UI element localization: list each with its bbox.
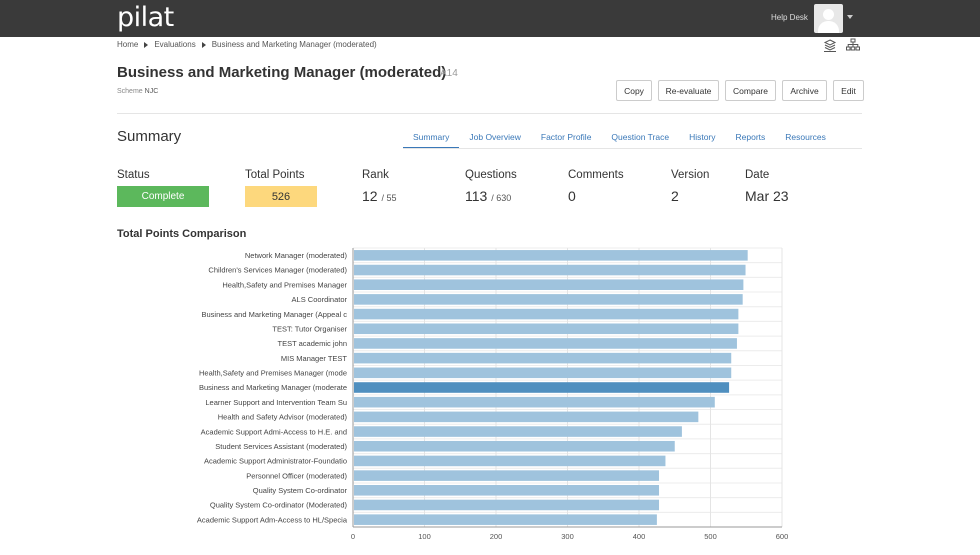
chart-bar [354, 323, 739, 335]
x-tick-label: 500 [704, 532, 717, 541]
y-tick-label: Business and Marketing Manager (Appeal c [202, 310, 348, 319]
chart-bar [354, 308, 739, 320]
questions-total: 630 [496, 193, 512, 203]
rank-total: 55 [386, 193, 397, 203]
y-tick-label: Personnel Officer (moderated) [246, 471, 347, 480]
breadcrumb-separator-icon [201, 41, 206, 48]
questions-number: 113 [465, 188, 488, 204]
chart-bar [354, 396, 715, 408]
tab-resources[interactable]: Resources [785, 132, 826, 142]
y-tick-label: Student Services Assistant (moderated) [215, 442, 347, 451]
chart-bar [354, 455, 666, 467]
x-tick-label: 600 [776, 532, 789, 541]
y-tick-label: Children's Services Manager (moderated) [208, 266, 347, 275]
tab-history[interactable]: History [689, 132, 716, 142]
y-tick-label: Academic Support Administrator-Foundatio [204, 457, 347, 466]
tab-job-overview[interactable]: Job Overview [469, 132, 521, 142]
chart-bar [354, 382, 730, 393]
breadcrumb-home[interactable]: Home [117, 40, 139, 49]
y-tick-label: Network Manager (moderated) [245, 251, 348, 260]
hierarchy-icon[interactable] [846, 38, 860, 52]
reevaluate-button[interactable]: Re-evaluate [658, 80, 719, 101]
layers-icon[interactable] [823, 38, 837, 52]
rank-number: 12 [362, 188, 378, 204]
rank-label: Rank [362, 169, 389, 181]
section-heading: Summary [117, 128, 182, 145]
x-tick-label: 300 [561, 532, 574, 541]
scheme-info: Scheme NJC [117, 88, 158, 95]
x-tick-label: 200 [490, 532, 503, 541]
breadcrumb-separator-icon [144, 41, 149, 48]
date-label: Date [745, 169, 770, 181]
scheme-value: NJC [144, 88, 159, 95]
y-tick-label: Learner Support and Intervention Team Su [205, 398, 347, 407]
chart-bar [354, 279, 744, 290]
chart-bar [354, 411, 699, 423]
status-label: Status [117, 169, 150, 181]
y-tick-label: TEST: Tutor Organiser [272, 324, 347, 333]
x-tick-label: 0 [351, 532, 355, 541]
chart-bar [354, 352, 732, 364]
comments-label: Comments [568, 169, 624, 181]
version-value: 2 [671, 188, 679, 204]
copy-button[interactable]: Copy [616, 80, 652, 101]
chart-title: Total Points Comparison [117, 228, 247, 240]
breadcrumb: Home Evaluations Business and Marketing … [117, 40, 377, 49]
version-label: Version [671, 169, 710, 181]
y-tick-label: Business and Marketing Manager (moderate [199, 383, 347, 392]
total-points-badge: 526 [245, 186, 317, 207]
y-tick-label: TEST academic john [278, 339, 347, 348]
divider [117, 113, 862, 114]
archive-button[interactable]: Archive [782, 80, 827, 101]
chart-bar [354, 367, 732, 379]
user-avatar[interactable] [814, 4, 843, 33]
chart-bar [354, 338, 737, 349]
y-tick-label: Health and Safety Advisor (moderated) [218, 413, 348, 422]
edit-button[interactable]: Edit [833, 80, 864, 101]
breadcrumb-evaluations[interactable]: Evaluations [154, 40, 196, 49]
scheme-label: Scheme [117, 88, 143, 95]
y-tick-label: Academic Support Admi-Access to H.E. and [201, 427, 347, 436]
tab-question-trace[interactable]: Question Trace [611, 132, 670, 142]
chevron-down-icon[interactable] [847, 15, 853, 19]
y-tick-label: Academic Support Adm-Access to HL/Specia [197, 515, 348, 524]
tab-reports[interactable]: Reports [735, 132, 766, 142]
x-tick-label: 400 [633, 532, 646, 541]
compare-button[interactable]: Compare [725, 80, 776, 101]
chart-bar [354, 264, 746, 276]
x-tick-label: 100 [418, 532, 431, 541]
divider [403, 148, 862, 149]
chart-bar [354, 250, 748, 261]
page-title: Business and Marketing Manager (moderate… [117, 64, 447, 81]
y-tick-label: Health,Safety and Premises Manager (mode [199, 369, 347, 378]
status-badge: Complete [117, 186, 209, 207]
date-value: Mar 23 [745, 188, 789, 204]
chart-bar [354, 440, 675, 452]
chart-bar [354, 514, 657, 525]
breadcrumb-current: Business and Marketing Manager (moderate… [211, 40, 377, 49]
comments-value: 0 [568, 188, 576, 204]
tab-factor-profile[interactable]: Factor Profile [540, 132, 592, 142]
rank-value: 12 / 55 [362, 188, 397, 204]
chart-bar [354, 426, 682, 437]
chart-bar [354, 499, 660, 511]
y-tick-label: Quality System Co-ordinator [253, 486, 348, 495]
y-tick-label: Health,Safety and Premises Manager [222, 280, 347, 289]
y-tick-label: MIS Manager TEST [281, 354, 348, 363]
chart-bar [354, 485, 660, 496]
help-desk-link[interactable]: Help Desk [771, 13, 808, 22]
y-tick-label: ALS Coordinator [292, 295, 348, 304]
chart-bar [354, 294, 743, 305]
top-navbar: pilat Help Desk [0, 0, 980, 37]
total-points-label: Total Points [245, 169, 305, 181]
questions-value: 113 / 630 [465, 188, 512, 204]
y-tick-label: Quality System Co-ordinator (Moderated) [210, 501, 348, 510]
evaluation-code: A14 [440, 68, 458, 79]
chart-bar [354, 470, 660, 481]
questions-label: Questions [465, 169, 517, 181]
pilat-logo[interactable]: pilat [117, 2, 174, 33]
